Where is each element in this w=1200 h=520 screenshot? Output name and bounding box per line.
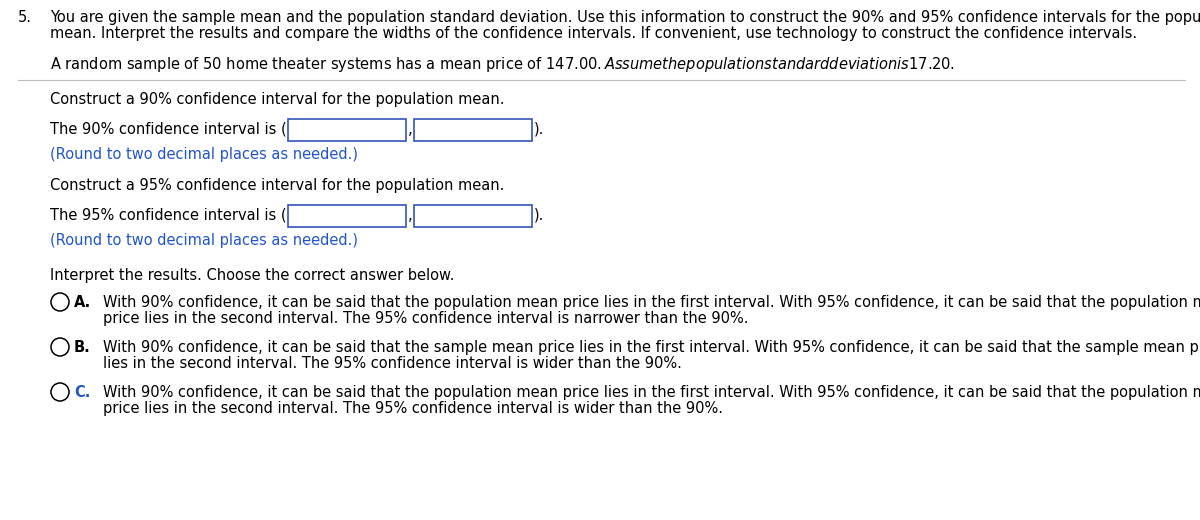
Text: Interpret the results. Choose the correct answer below.: Interpret the results. Choose the correc… [50, 268, 455, 283]
Text: The 95% confidence interval is (: The 95% confidence interval is ( [50, 208, 287, 223]
Text: B.: B. [74, 340, 91, 355]
Text: ,: , [408, 208, 413, 223]
Text: price lies in the second interval. The 95% confidence interval is wider than the: price lies in the second interval. The 9… [103, 401, 722, 416]
Text: price lies in the second interval. The 95% confidence interval is narrower than : price lies in the second interval. The 9… [103, 311, 749, 326]
Text: With 90% confidence, it can be said that the sample mean price lies in the first: With 90% confidence, it can be said that… [103, 340, 1200, 355]
Text: lies in the second interval. The 95% confidence interval is wider than the 90%.: lies in the second interval. The 95% con… [103, 356, 682, 371]
Text: ,: , [408, 122, 413, 137]
FancyBboxPatch shape [288, 119, 406, 141]
Text: A random sample of 50 home theater systems has a mean price of $147.00. Assume t: A random sample of 50 home theater syste… [50, 55, 955, 74]
Text: With 90% confidence, it can be said that the population mean price lies in the f: With 90% confidence, it can be said that… [103, 295, 1200, 310]
Text: A.: A. [74, 295, 91, 310]
Text: You are given the sample mean and the population standard deviation. Use this in: You are given the sample mean and the po… [50, 10, 1200, 25]
Text: 5.: 5. [18, 10, 32, 25]
Text: The 90% confidence interval is (: The 90% confidence interval is ( [50, 122, 287, 137]
Text: ).: ). [534, 208, 545, 223]
Text: C.: C. [74, 385, 90, 400]
Text: With 90% confidence, it can be said that the population mean price lies in the f: With 90% confidence, it can be said that… [103, 385, 1200, 400]
Text: Construct a 95% confidence interval for the population mean.: Construct a 95% confidence interval for … [50, 178, 504, 193]
FancyBboxPatch shape [288, 205, 406, 227]
FancyBboxPatch shape [414, 119, 532, 141]
Text: (Round to two decimal places as needed.): (Round to two decimal places as needed.) [50, 147, 358, 162]
Text: Construct a 90% confidence interval for the population mean.: Construct a 90% confidence interval for … [50, 92, 504, 107]
Text: (Round to two decimal places as needed.): (Round to two decimal places as needed.) [50, 233, 358, 248]
Text: ).: ). [534, 122, 545, 137]
FancyBboxPatch shape [414, 205, 532, 227]
Text: mean. Interpret the results and compare the widths of the confidence intervals. : mean. Interpret the results and compare … [50, 26, 1138, 41]
